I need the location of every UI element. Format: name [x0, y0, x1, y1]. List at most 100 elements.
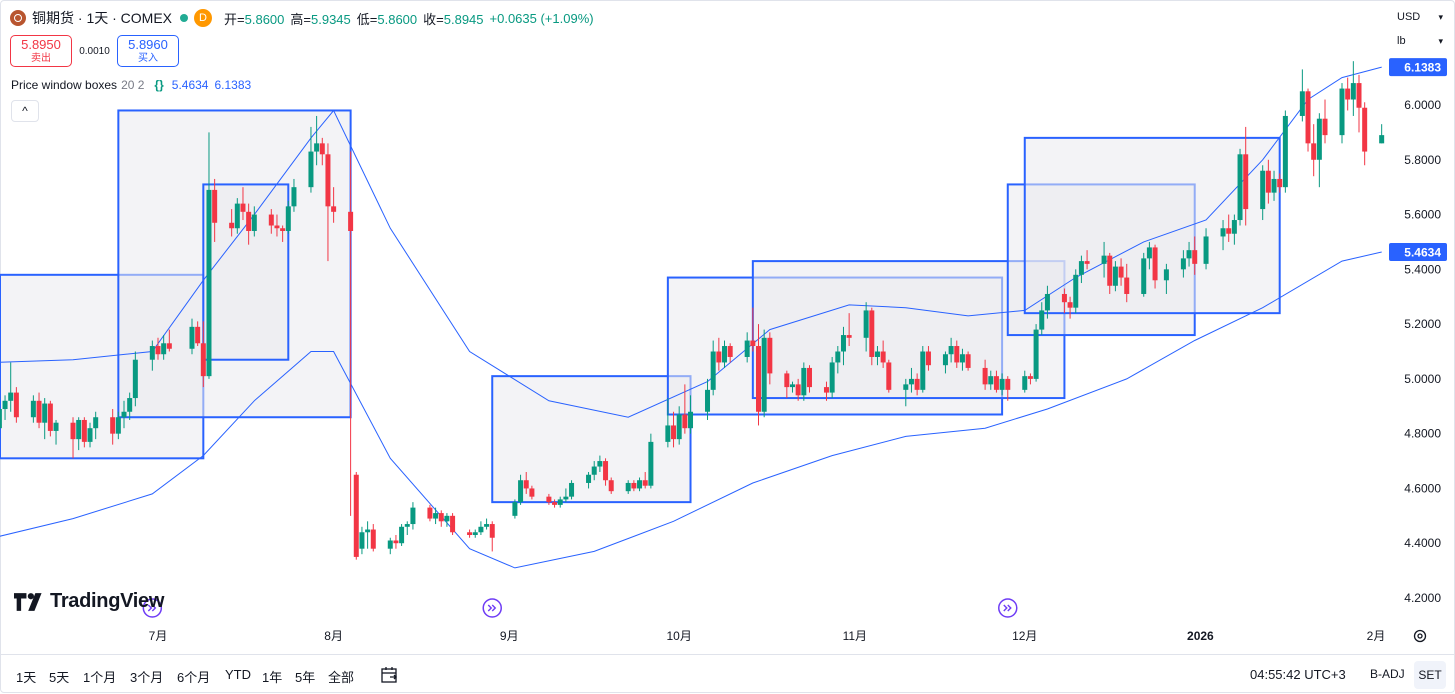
candle-2025-12-22 [1141, 252, 1147, 297]
range-5d[interactable]: 5天 [49, 670, 70, 685]
candle-body [1112, 266, 1118, 286]
collapse-legend-button[interactable]: ^ [11, 100, 39, 122]
candle-body [716, 351, 722, 363]
candle-body [903, 384, 909, 390]
candle-body [1350, 83, 1356, 100]
source-code-icon[interactable]: {} [154, 78, 164, 92]
candle-2025-09-29 [665, 398, 671, 448]
go-to-date-icon[interactable] [380, 665, 400, 685]
trade-panel: 5.8950 卖出 0.0010 5.8960 买入 [10, 35, 179, 67]
candle-body [212, 189, 218, 223]
candle-2025-09-17 [597, 455, 603, 473]
candle-body [1101, 255, 1107, 264]
candle-body [1226, 228, 1232, 234]
candle-2025-10-31 [846, 313, 852, 347]
unit-value: lb [1397, 35, 1406, 47]
candle-2025-09-02 [512, 499, 518, 519]
candle-body [70, 422, 76, 440]
candle-2025-07-07 [189, 318, 195, 355]
candle-body [959, 354, 965, 363]
candle-2025-11-18 [948, 337, 954, 363]
time-axis[interactable]: 7月 8月 9月 10月 11月 12月 2026 2月 [149, 629, 1386, 643]
price-tick-label: 4.8000 [1404, 427, 1441, 441]
candle-2025-07-31 [325, 143, 331, 262]
candle-body [1061, 293, 1067, 303]
sell-button[interactable]: 5.8950 卖出 [10, 35, 72, 67]
candle-2025-12-08 [1061, 288, 1067, 314]
candle-body [1237, 154, 1243, 221]
time-tick-label: 7月 [149, 629, 168, 643]
event-marker-circle [482, 598, 502, 618]
indicator-legend[interactable]: Price window boxes 20 2 {} 5.4634 6.1383 [11, 78, 257, 92]
candle-body [1322, 118, 1328, 136]
candle-body [472, 532, 478, 536]
range-ytd[interactable]: YTD [225, 667, 251, 682]
candle-2025-07-30 [319, 137, 325, 166]
candle-2025-09-23 [631, 480, 637, 492]
candle-body [925, 351, 931, 366]
candle-body [370, 529, 376, 549]
symbol-title[interactable]: 铜期货 · 1天 · COMEX [32, 10, 173, 26]
candle-body [1243, 154, 1249, 210]
range-1d[interactable]: 1天 [16, 670, 37, 685]
range-3m[interactable]: 3个月 [130, 670, 164, 685]
tradingview-watermark: TradingView [14, 590, 164, 613]
ohlc-close: 收=5.8945 [423, 11, 484, 27]
sell-price: 5.8950 [21, 37, 61, 52]
candle-2025-11-10 [903, 378, 909, 407]
candle-2025-07-17 [246, 203, 252, 245]
price-axis[interactable]: 6.0000 5.8000 5.6000 5.4000 5.2000 5.0000 4.80… [1404, 98, 1441, 605]
indicator-name: Price window boxes [11, 78, 118, 92]
range-6m[interactable]: 6个月 [177, 670, 211, 685]
candle-body [784, 373, 790, 388]
clock[interactable]: 04:55:42 UTC+3 [1250, 667, 1346, 682]
candle-body [1141, 258, 1147, 294]
candle-2025-10-08 [716, 337, 722, 371]
candle-body [8, 392, 14, 401]
adjustment-toggle[interactable]: B-ADJ [1370, 667, 1405, 681]
buy-button[interactable]: 5.8960 买入 [117, 35, 179, 67]
range-all[interactable]: 全部 [328, 670, 355, 685]
event-marker-arrows [147, 604, 157, 612]
candle-2026-01-26 [1339, 83, 1345, 144]
candle-2025-11-20 [959, 348, 965, 371]
unit-select[interactable]: lb ▾ [1393, 31, 1447, 51]
candle-2025-10-29 [835, 346, 841, 374]
candle-2025-09-19 [608, 477, 614, 494]
candle-2025-09-10 [557, 496, 563, 508]
candle-2025-10-10 [727, 343, 733, 363]
range-1y[interactable]: 1年 [262, 670, 283, 685]
candle-2025-06-18 [81, 417, 87, 448]
chart-canvas[interactable]: 6.0000 5.8000 5.6000 5.4000 5.2000 5.0000 4.80… [0, 0, 1455, 654]
currency-select[interactable]: USD ▾ [1393, 7, 1447, 27]
candle-body [359, 532, 365, 549]
event-markers-layer [142, 598, 1018, 618]
candle-body [665, 425, 671, 442]
price-tick-label: 4.6000 [1404, 481, 1441, 495]
candle-body [829, 362, 835, 393]
candle-2025-06-11 [42, 398, 48, 440]
candle-2025-09-05 [529, 485, 535, 500]
candle-2025-12-02 [1027, 373, 1033, 385]
candle-body [81, 419, 87, 442]
session-button[interactable]: SET [1414, 661, 1446, 689]
candle-body [121, 411, 127, 418]
ohlc-high-value: 5.9345 [311, 11, 351, 27]
range-5y[interactable]: 5年 [295, 670, 316, 685]
candle-body [557, 499, 563, 505]
candle-body [438, 513, 444, 522]
candle-body [450, 515, 456, 533]
candle-body [518, 480, 524, 503]
candle-2025-11-27 [999, 373, 1005, 396]
candle-body [999, 378, 1005, 390]
gear-icon[interactable] [1412, 628, 1428, 644]
price-change: +0.0635 (+1.09%) [489, 10, 594, 26]
range-1m[interactable]: 1个月 [83, 670, 117, 685]
candle-2025-11-24 [982, 359, 988, 390]
candle-body [387, 540, 393, 549]
time-tick-label: 2026 [1187, 629, 1214, 643]
candle-body [1379, 135, 1385, 144]
candle-body [36, 400, 42, 423]
candle-body [835, 351, 841, 363]
candle-2025-08-11 [387, 537, 393, 555]
